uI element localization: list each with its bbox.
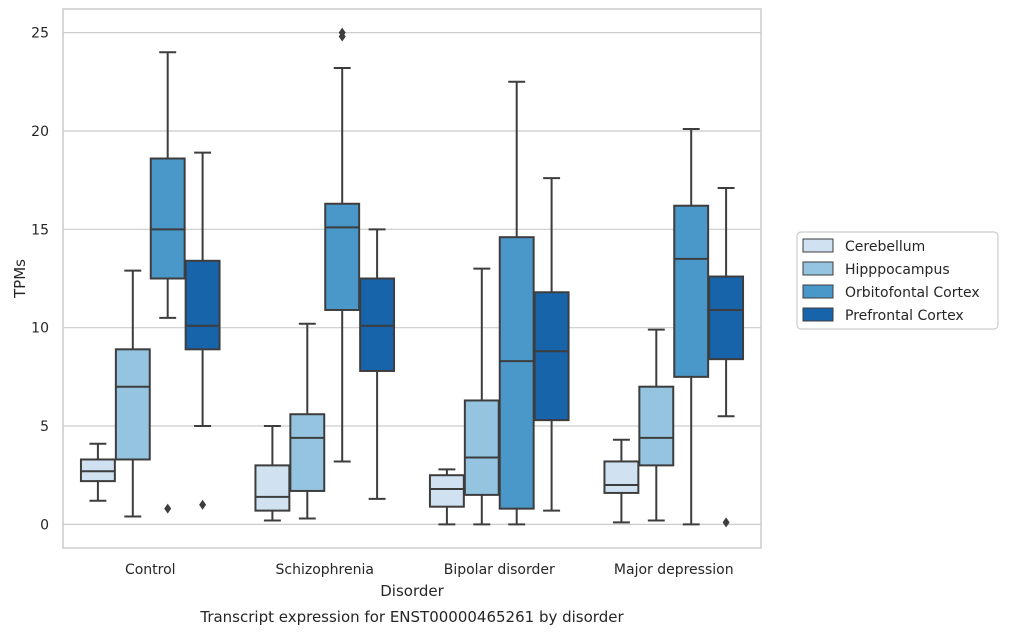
box-iqr xyxy=(149,157,186,280)
box-plot xyxy=(533,177,570,512)
box-iqr xyxy=(289,413,326,492)
y-tick-label: 15 xyxy=(31,222,49,238)
box-iqr xyxy=(673,204,710,378)
box-iqr xyxy=(324,202,361,311)
category-group xyxy=(428,80,570,526)
box-iqr xyxy=(184,259,221,351)
box-plot xyxy=(114,269,151,518)
y-tick-label: 20 xyxy=(31,124,49,140)
x-ticks: Control Schizophrenia Bipolar disorder Majo… xyxy=(125,562,734,578)
legend-swatch xyxy=(802,284,834,299)
legend-item: Hipppocampus xyxy=(802,261,950,278)
box-plot xyxy=(324,27,361,463)
box-plot xyxy=(149,51,186,514)
box-plot xyxy=(498,80,535,526)
x-tick-label: Control xyxy=(125,562,176,578)
box-plot xyxy=(638,328,675,522)
box-plot xyxy=(359,228,396,500)
legend-label: Cerebellum xyxy=(845,239,925,255)
legend-item: Orbitofontal Cortex xyxy=(802,284,980,301)
y-axis-label: TPMs xyxy=(11,259,29,299)
legend-swatch xyxy=(802,261,834,276)
category-group xyxy=(254,27,396,522)
box-plot xyxy=(254,425,291,522)
box-iqr xyxy=(428,474,465,508)
x-tick-label: Major depression xyxy=(614,562,734,578)
legend-item: Cerebellum xyxy=(802,238,925,255)
legend-swatch xyxy=(802,238,834,253)
x-tick-label: Schizophrenia xyxy=(276,562,374,578)
box-groups xyxy=(79,27,745,528)
box-plot xyxy=(463,267,500,526)
legend-frame xyxy=(796,231,999,330)
y-tick-label: 5 xyxy=(40,419,49,435)
plot-frame xyxy=(62,8,762,549)
box-iqr xyxy=(708,275,745,361)
box-plot xyxy=(673,127,710,526)
legend-label: Orbitofontal Cortex xyxy=(845,285,980,301)
x-tick-label: Bipolar disorder xyxy=(444,562,555,578)
category-group xyxy=(603,127,745,528)
box-plot xyxy=(603,438,640,524)
box-plot xyxy=(708,187,745,528)
x-axis-label: Disorder xyxy=(380,582,444,600)
legend-label: Prefrontal Cortex xyxy=(845,308,964,324)
box-plot xyxy=(79,442,116,502)
legend: Cerebellum Hipppocampus Orbitofontal Corte… xyxy=(796,231,999,330)
legend-swatch xyxy=(802,307,834,322)
y-tick-label: 10 xyxy=(31,321,49,337)
box-iqr xyxy=(638,385,675,467)
box-iqr xyxy=(603,460,640,494)
outlier-point xyxy=(164,503,172,514)
outlier-point xyxy=(338,27,346,38)
legend-item: Prefrontal Cortex xyxy=(802,307,964,324)
box-plot xyxy=(184,151,221,510)
chart-caption: Transcript expression for ENST0000046526… xyxy=(199,608,624,626)
category-group xyxy=(79,51,221,518)
box-iqr xyxy=(498,236,535,510)
box-iqr xyxy=(463,399,500,496)
box-plot xyxy=(289,322,326,520)
box-iqr xyxy=(254,464,291,512)
outlier-point xyxy=(722,517,730,528)
legend-label: Hipppocampus xyxy=(845,262,950,278)
y-tick-label: 0 xyxy=(40,517,49,533)
y-tick-label: 25 xyxy=(31,26,49,42)
box-iqr xyxy=(533,291,570,422)
box-iqr xyxy=(114,348,151,461)
box-plot xyxy=(428,468,465,526)
y-ticks: 0 5 10 15 20 25 xyxy=(31,26,49,534)
outlier-point xyxy=(199,499,207,510)
